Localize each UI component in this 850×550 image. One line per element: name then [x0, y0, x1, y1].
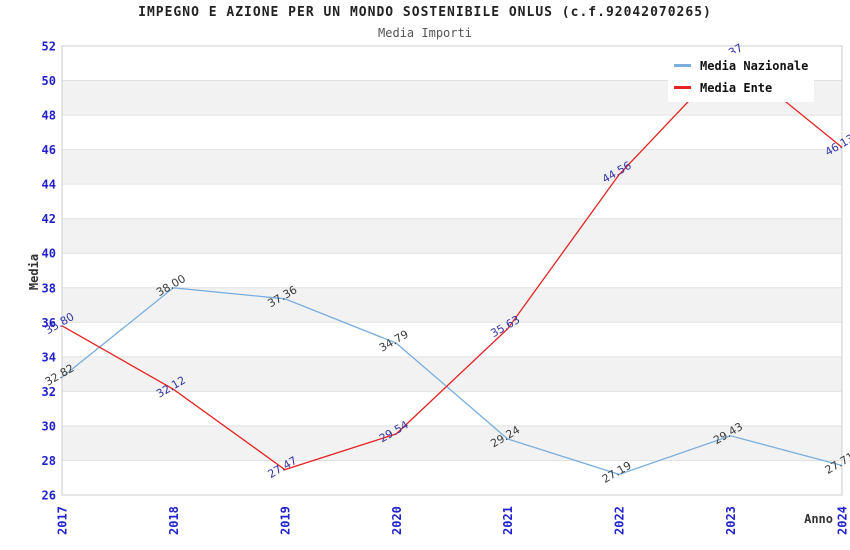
y-axis-title: Media — [27, 254, 41, 290]
x-tick-label: 2023 — [724, 506, 738, 535]
grid-band — [62, 184, 842, 219]
grid-band — [62, 391, 842, 426]
legend-label: Media Ente — [700, 80, 773, 95]
x-tick-label: 2024 — [836, 506, 850, 535]
chart-title: IMPEGNO E AZIONE PER UN MONDO SOSTENIBIL… — [138, 5, 712, 20]
y-tick-label: 30 — [42, 419, 56, 433]
y-tick-label: 50 — [42, 74, 56, 88]
y-tick-label: 40 — [42, 247, 56, 261]
legend-item-media-ente: Media Ente — [674, 78, 808, 97]
legend-line-swatch-icon — [674, 86, 691, 89]
legend-label: Media Nazionale — [700, 58, 809, 73]
grid-band — [62, 253, 842, 288]
y-tick-label: 44 — [42, 178, 56, 192]
plot-border — [61, 45, 843, 496]
y-tick-label: 32 — [42, 385, 56, 399]
x-tick-label: 2017 — [56, 506, 70, 535]
series-line-0 — [61, 287, 843, 476]
grid-band — [62, 460, 842, 495]
y-tick-label: 46 — [42, 143, 56, 157]
y-tick-label: 48 — [42, 109, 56, 123]
x-tick-label: 2019 — [278, 506, 292, 535]
chart-subtitle: Media Importi — [378, 26, 472, 40]
tick-labels-layer: 26 28 30 32 34 36 38 40 42 44 46 48 50 52 2017 2018 2019… — [42, 40, 850, 536]
x-tick-label: 2022 — [613, 506, 627, 535]
y-tick-label: 52 — [42, 40, 56, 54]
x-tick-label: 2021 — [501, 506, 515, 535]
grid-band — [62, 149, 842, 185]
x-axis-title: Anno — [804, 512, 833, 526]
y-tick-label: 28 — [42, 454, 56, 468]
legend-item-media-nazionale: Media Nazionale — [674, 56, 808, 75]
y-tick-label: 42 — [42, 212, 56, 226]
x-tick-label: 2020 — [390, 506, 404, 535]
gridlines-layer — [61, 45, 843, 496]
grid-band — [62, 218, 842, 254]
grid-band — [62, 425, 842, 461]
grid-band — [62, 115, 842, 150]
legend-line-swatch-icon — [674, 64, 691, 67]
grid-band — [62, 287, 842, 323]
y-tick-label: 38 — [42, 281, 56, 295]
grid-band — [62, 322, 842, 357]
x-tick-label: 2018 — [167, 506, 181, 535]
y-tick-label: 26 — [42, 489, 56, 503]
chart-legend: Media Nazionale Media Ente — [668, 53, 814, 102]
y-tick-label: 36 — [42, 316, 56, 330]
y-tick-label: 34 — [42, 350, 56, 364]
grid-band — [62, 356, 842, 392]
